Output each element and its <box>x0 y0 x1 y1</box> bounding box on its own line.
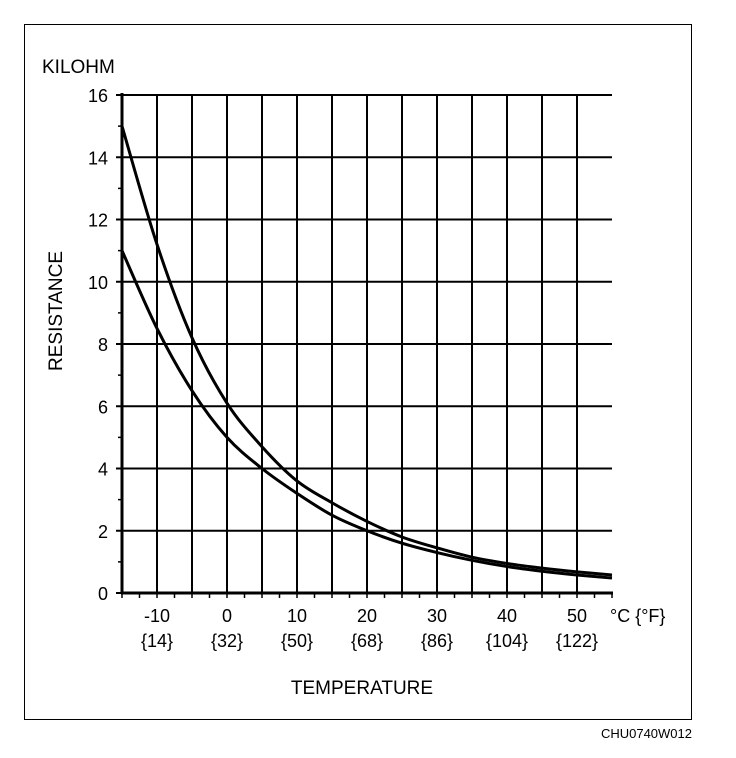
x-axis-label: TEMPERATURE <box>291 678 433 699</box>
minor-ticks <box>116 94 613 598</box>
x-tick-label: 20 <box>357 606 377 626</box>
y-tick-label: 10 <box>88 273 108 293</box>
y-tick-label: 0 <box>98 584 108 604</box>
y-tick-label: 12 <box>88 211 108 231</box>
y-tick-label: 14 <box>88 148 108 168</box>
x-tick-label: -10 <box>144 606 170 626</box>
x-tick-sublabel: {86} <box>421 631 453 651</box>
grid-lines <box>122 94 612 593</box>
x-tick-sublabel: {50} <box>281 631 313 651</box>
y-tick-label: 8 <box>98 335 108 355</box>
x-tick-label: 10 <box>287 606 307 626</box>
x-tick-sublabel: {32} <box>211 631 243 651</box>
x-tick-label: 40 <box>497 606 517 626</box>
x-tick-sublabel: {68} <box>351 631 383 651</box>
chart-frame <box>24 24 692 720</box>
y-tick-label: 2 <box>98 522 108 542</box>
y-tick-labels: 0 2 4 6 8 10 12 14 16 <box>88 86 108 604</box>
x-tick-sublabel: {14} <box>141 631 173 651</box>
x-unit-label: °C {°F} <box>610 606 665 626</box>
upper-limit-curve <box>120 125 613 577</box>
x-tick-labels: -10 {14} 0 {32} 10 {50} 20 {68} 30 {86} 40 {104} 50 {… <box>141 606 598 651</box>
y-axis-label: RESISTANCE <box>46 251 67 371</box>
figure-code: CHU0740W012 <box>600 726 692 741</box>
lower-limit-curve <box>120 250 613 580</box>
x-tick-sublabel: {104} <box>486 631 528 651</box>
y-tick-label: 6 <box>98 397 108 417</box>
y-tick-label: 4 <box>98 460 108 480</box>
x-tick-label: 30 <box>427 606 447 626</box>
x-tick-sublabel: {122} <box>556 631 598 651</box>
y-tick-label: 16 <box>88 86 108 106</box>
axes <box>120 93 613 595</box>
series-group <box>120 125 613 580</box>
y-unit-label: KILOHM <box>42 57 115 78</box>
x-tick-label: 50 <box>567 606 587 626</box>
x-tick-label: 0 <box>222 606 232 626</box>
